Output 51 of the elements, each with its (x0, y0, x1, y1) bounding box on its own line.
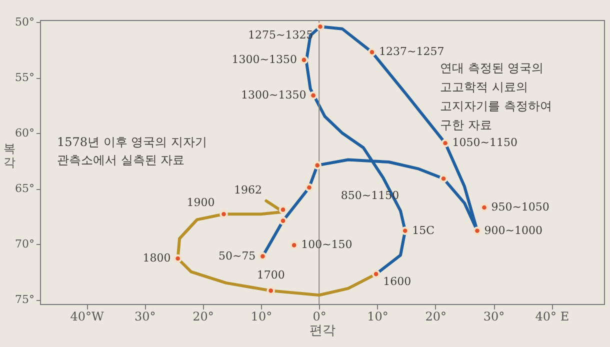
point (278, 206, 288, 214)
annotation: 900~1000 (484, 224, 542, 237)
annotation: 1900 (186, 196, 215, 210)
annotation: 1050~1150 (452, 136, 518, 150)
point (473, 226, 482, 235)
point (305, 183, 314, 192)
point (439, 174, 448, 183)
point (290, 241, 298, 250)
point (372, 270, 380, 278)
x-tick-label: 40°W (70, 310, 104, 324)
annotation: 1578년 이후 영국의 지자기 관측소에서 실측된 자료 (57, 135, 207, 167)
y-tick-label: 75° (15, 293, 34, 306)
y-tick-label: 55° (15, 71, 34, 84)
y-tick-label: 50° (15, 16, 34, 29)
annotation: 15C (412, 224, 435, 237)
annotation: 1300~1350 (232, 52, 297, 66)
x-tick-label: 30° (134, 310, 156, 324)
annotation: 1962 (234, 184, 262, 197)
point (480, 203, 488, 212)
y-tick-label: 60° (15, 126, 34, 140)
x-tick-label: 40° E (535, 310, 570, 324)
point (309, 91, 318, 100)
annotation: 1300~1350 (241, 88, 306, 102)
annotation: 1237~1257 (379, 45, 444, 58)
annotation: 1700 (256, 268, 285, 282)
point (174, 254, 182, 263)
annotation: 1600 (383, 275, 412, 288)
point (441, 138, 450, 148)
point (316, 22, 324, 31)
annotation: 950~1050 (491, 200, 550, 214)
point (278, 216, 288, 225)
x-tick-label: 20° (425, 310, 447, 324)
x-tick-label: 20° (192, 310, 214, 324)
point (368, 48, 376, 56)
x-axis-title: 편각 (310, 324, 336, 338)
point (400, 226, 410, 235)
y-axis-title: 복각 (4, 142, 16, 170)
annotation: 1800 (142, 252, 171, 265)
y-tick-label: 70° (15, 238, 34, 251)
point (266, 286, 275, 295)
x-tick-label: 30° (483, 310, 505, 324)
point (300, 56, 308, 64)
x-tick-label: 10° (367, 310, 388, 324)
point (220, 210, 228, 218)
annotation: 50~75 (218, 249, 256, 262)
y-tick-label: 65° (15, 182, 34, 196)
point (258, 252, 267, 260)
annotation: 연대 측정된 영국의 고고학적 시료의 고지자기를 측정하여 구한 자료 (440, 61, 552, 132)
x-tick-label: 0° (312, 310, 326, 324)
x-tick-label: 10° (250, 310, 272, 324)
point (313, 161, 322, 170)
